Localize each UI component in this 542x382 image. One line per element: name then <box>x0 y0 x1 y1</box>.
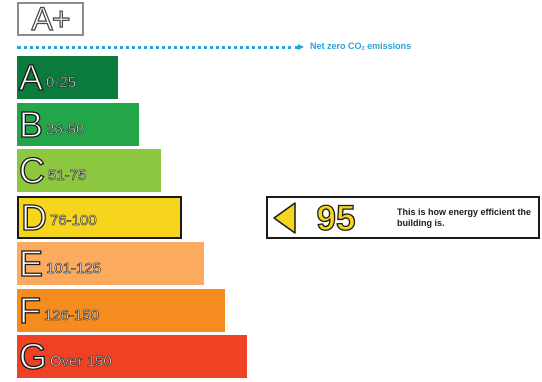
a-plus-label: A+ <box>31 1 71 37</box>
net-zero-arrow-icon <box>298 44 304 50</box>
band-b-bar: B 26-50 <box>17 103 139 146</box>
band-range-label: 76-100 <box>50 212 97 230</box>
band-g-bar: G Over 150 <box>17 335 247 378</box>
current-rating-value: 95 <box>316 199 356 238</box>
current-rating-indicator: 95 This is how energy efficient the buil… <box>266 196 540 239</box>
band-range-label: 126-150 <box>44 307 100 325</box>
band-f-bar: F 126-150 <box>17 289 225 332</box>
a-plus-band: A+ <box>17 2 84 36</box>
net-zero-label: Net zero CO2 emissions <box>310 41 412 52</box>
net-zero-dotted-line <box>17 46 299 49</box>
band-range-label: 101-125 <box>46 260 102 278</box>
band-letter: C <box>18 149 45 191</box>
band-c-bar: C 51-75 <box>17 149 161 192</box>
band-range-label: Over 150 <box>50 353 112 371</box>
band-letter: E <box>18 242 43 284</box>
band-range-label: 0-25 <box>46 74 77 92</box>
pointer-arrow-icon <box>273 202 296 234</box>
band-d-bar: D 76-100 <box>17 196 182 239</box>
band-e-bar: E 101-125 <box>17 242 204 285</box>
band-letter: G <box>18 335 47 377</box>
band-letter: D <box>20 196 47 238</box>
band-a-bar: A 0-25 <box>17 56 118 99</box>
band-letter: F <box>18 289 41 331</box>
band-letter: B <box>18 103 43 145</box>
band-range-label: 26-50 <box>46 121 85 139</box>
band-range-label: 51-75 <box>48 167 87 185</box>
band-letter: A <box>18 56 43 98</box>
rating-caption: This is how energy efficient the buildin… <box>397 207 532 228</box>
